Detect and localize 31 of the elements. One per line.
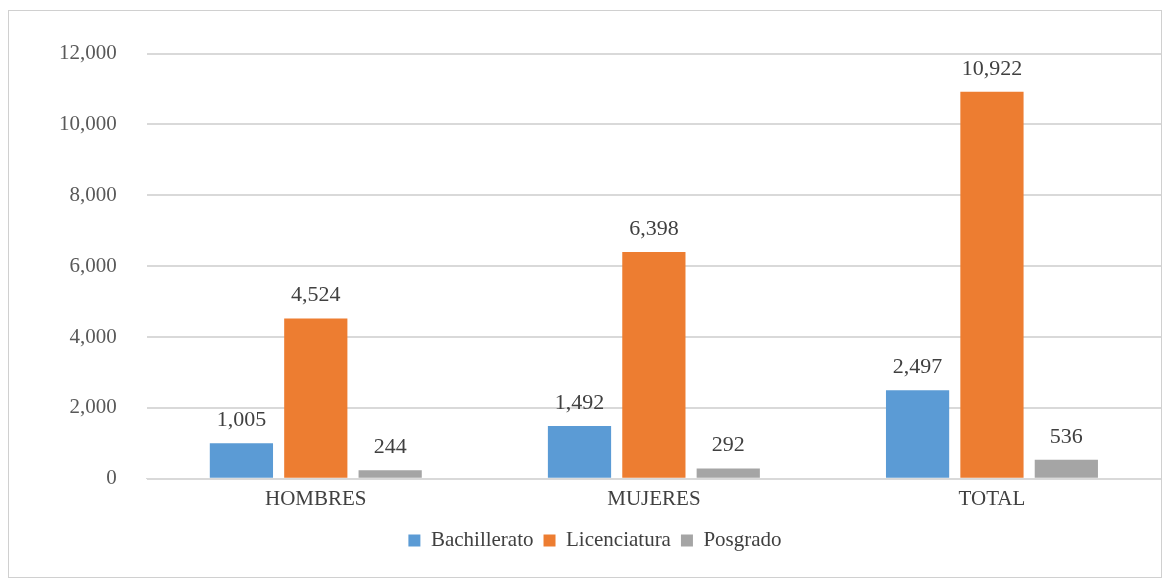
- y-tick-label: 4,000: [69, 323, 117, 348]
- legend-label: Licenciatura: [566, 527, 672, 552]
- data-label: 1,492: [554, 388, 605, 414]
- data-label: 4,524: [291, 281, 341, 307]
- data-label: 1,005: [216, 405, 267, 431]
- y-tick-label: 0: [106, 465, 117, 490]
- data-label: 244: [373, 432, 407, 458]
- data-label: 536: [1049, 422, 1083, 448]
- data-label: 2,497: [892, 353, 943, 379]
- y-tick-label: 2,000: [69, 394, 117, 419]
- bar: [622, 252, 686, 478]
- x-tick-label: MUJERES: [607, 485, 701, 510]
- x-tick-label: TOTAL: [958, 485, 1026, 510]
- x-tick-label: HOMBRES: [265, 485, 367, 510]
- y-tick-label: 10,000: [59, 110, 117, 135]
- legend-label: Bachillerato: [430, 527, 534, 552]
- y-tick-label: 12,000: [59, 40, 117, 65]
- y-tick-label: 8,000: [69, 181, 117, 206]
- data-label: 6,398: [629, 214, 679, 240]
- legend-label: Posgrado: [703, 527, 782, 552]
- data-label: 292: [711, 431, 745, 457]
- bar: [209, 443, 274, 478]
- bar: [547, 425, 612, 478]
- bar: [885, 390, 950, 478]
- bar: [284, 318, 348, 478]
- bar: [960, 91, 1024, 478]
- bar: [696, 468, 760, 478]
- bar: [1034, 459, 1098, 478]
- y-tick-label: 6,000: [69, 252, 117, 277]
- bar: [358, 470, 422, 478]
- data-label: 10,922: [961, 54, 1023, 80]
